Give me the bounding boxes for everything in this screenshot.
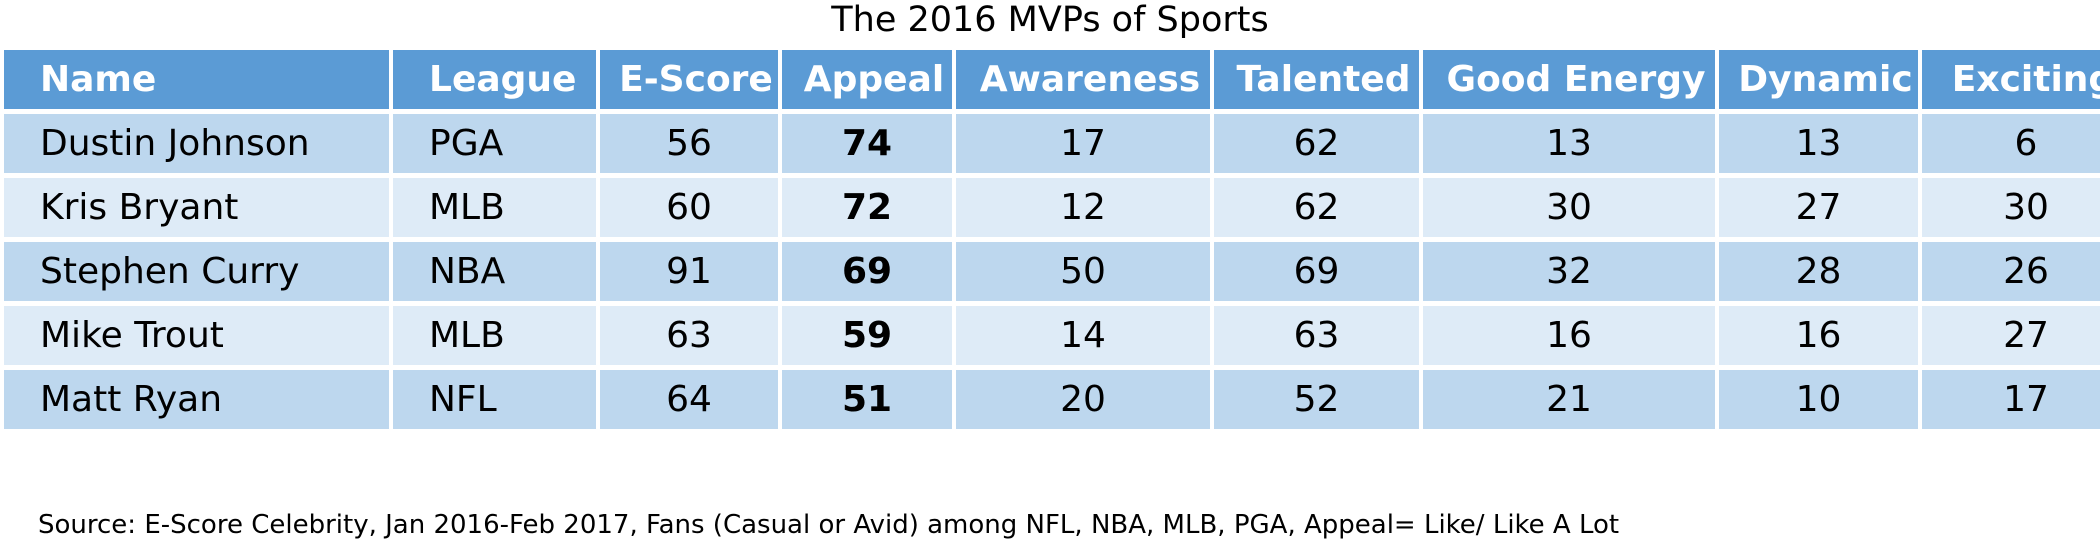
table-cell: 27 bbox=[1719, 178, 1918, 237]
table-title: The 2016 MVPs of Sports bbox=[831, 0, 1269, 40]
column-header: Appeal bbox=[782, 50, 952, 109]
header-row: Name League E-Score Appeal Awareness Talented… bbox=[4, 50, 2100, 109]
table-cell: MLB bbox=[393, 178, 596, 237]
column-header: Exciting bbox=[1922, 50, 2100, 109]
table-cell: 69 bbox=[782, 242, 952, 301]
table-cell: 51 bbox=[782, 370, 952, 429]
table-cell: 30 bbox=[1423, 178, 1715, 237]
table-cell: 16 bbox=[1423, 306, 1715, 365]
table-cell: MLB bbox=[393, 306, 596, 365]
table-cell: 72 bbox=[782, 178, 952, 237]
table-cell: 13 bbox=[1719, 114, 1918, 173]
table-row: Matt Ryan NFL 64 51 20 52 21 10 17 bbox=[4, 370, 2100, 429]
table-row: Dustin Johnson PGA 56 74 17 62 13 13 6 bbox=[4, 114, 2100, 173]
table-cell: 16 bbox=[1719, 306, 1918, 365]
table-cell: 21 bbox=[1423, 370, 1715, 429]
table-cell: 13 bbox=[1423, 114, 1715, 173]
table-row: Kris Bryant MLB 60 72 12 62 30 27 30 bbox=[4, 178, 2100, 237]
table-cell: 26 bbox=[1922, 242, 2100, 301]
table-cell: 20 bbox=[956, 370, 1210, 429]
column-header: League bbox=[393, 50, 596, 109]
table-cell: 6 bbox=[1922, 114, 2100, 173]
table-cell: Dustin Johnson bbox=[4, 114, 389, 173]
table-cell: 14 bbox=[956, 306, 1210, 365]
table-cell: 10 bbox=[1719, 370, 1918, 429]
table-cell: 32 bbox=[1423, 242, 1715, 301]
column-header: Name bbox=[4, 50, 389, 109]
table-cell: 52 bbox=[1214, 370, 1419, 429]
table-cell: 63 bbox=[1214, 306, 1419, 365]
table-cell: 50 bbox=[956, 242, 1210, 301]
table-cell: 91 bbox=[600, 242, 778, 301]
table-cell: 74 bbox=[782, 114, 952, 173]
table-cell: 30 bbox=[1922, 178, 2100, 237]
table-cell: 59 bbox=[782, 306, 952, 365]
column-header: Dynamic bbox=[1719, 50, 1918, 109]
table-cell: 17 bbox=[956, 114, 1210, 173]
column-header: Talented bbox=[1214, 50, 1419, 109]
table-cell: PGA bbox=[393, 114, 596, 173]
table-cell: 62 bbox=[1214, 178, 1419, 237]
table-cell: Matt Ryan bbox=[4, 370, 389, 429]
column-header: Good Energy bbox=[1423, 50, 1715, 109]
table-cell: 64 bbox=[600, 370, 778, 429]
table-cell: 69 bbox=[1214, 242, 1419, 301]
mvp-table: Name League E-Score Appeal Awareness Talented… bbox=[0, 45, 2100, 434]
table-cell: NBA bbox=[393, 242, 596, 301]
table-cell: 27 bbox=[1922, 306, 2100, 365]
table-cell: 28 bbox=[1719, 242, 1918, 301]
table-cell: 56 bbox=[600, 114, 778, 173]
column-header: Awareness bbox=[956, 50, 1210, 109]
table-row: Mike Trout MLB 63 59 14 63 16 16 27 bbox=[4, 306, 2100, 365]
table-cell: 60 bbox=[600, 178, 778, 237]
table-cell: 62 bbox=[1214, 114, 1419, 173]
table-cell: 63 bbox=[600, 306, 778, 365]
table-cell: Stephen Curry bbox=[4, 242, 389, 301]
table-cell: 12 bbox=[956, 178, 1210, 237]
source-note: Source: E-Score Celebrity, Jan 2016-Feb … bbox=[38, 510, 1620, 540]
table-cell: NFL bbox=[393, 370, 596, 429]
table-cell: 17 bbox=[1922, 370, 2100, 429]
table-cell: Kris Bryant bbox=[4, 178, 389, 237]
table-cell: Mike Trout bbox=[4, 306, 389, 365]
column-header: E-Score bbox=[600, 50, 778, 109]
table-row: Stephen Curry NBA 91 69 50 69 32 28 26 bbox=[4, 242, 2100, 301]
